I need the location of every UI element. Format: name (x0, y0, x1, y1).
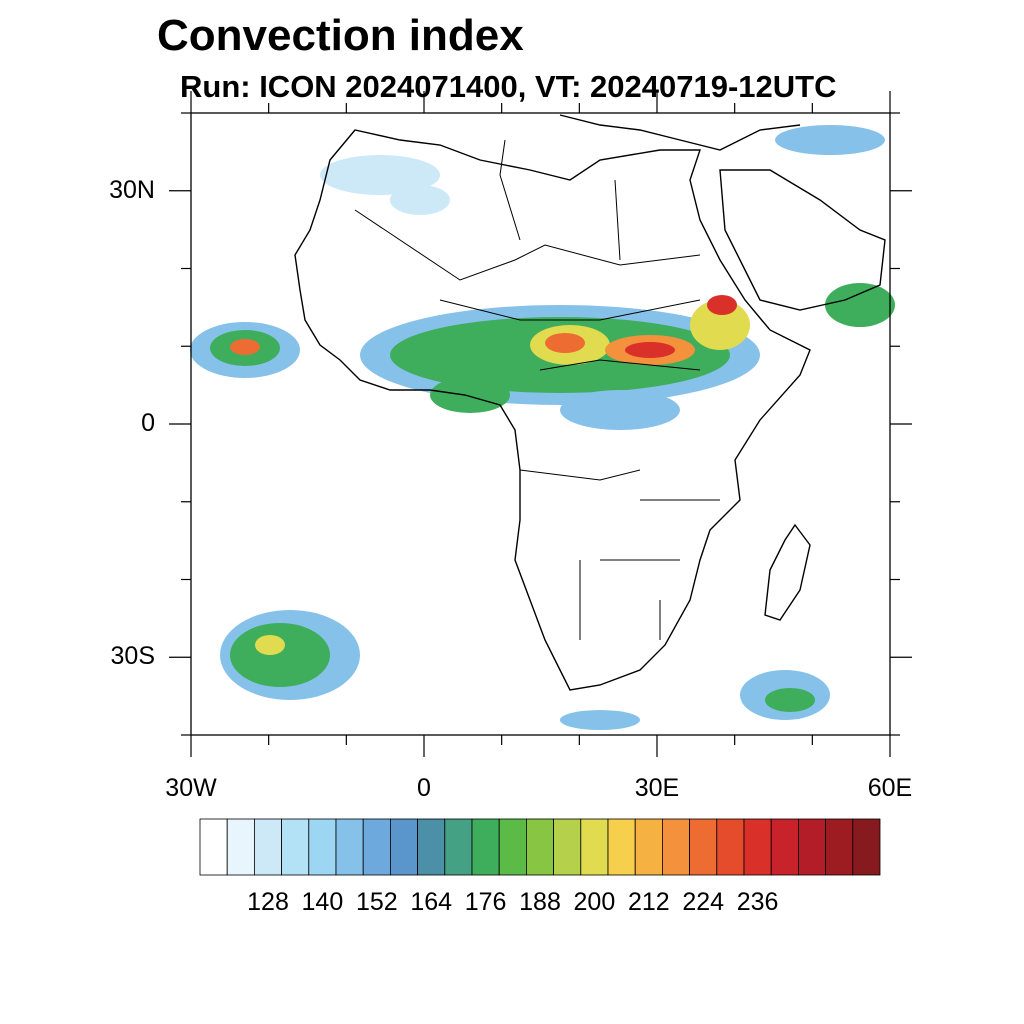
colorbar-swatch (743, 818, 772, 876)
convection-blob (545, 333, 585, 353)
colorbar-swatch (498, 818, 527, 876)
colorbar-swatch (798, 818, 827, 876)
run-subtitle: Run: ICON 2024071400, VT: 20240719-12UTC (180, 69, 837, 104)
country-borders (354, 139, 720, 640)
convection-field (190, 125, 895, 730)
colorbar (199, 818, 881, 876)
colorbar-tick-label: 164 (410, 888, 453, 916)
colorbar-swatch (526, 818, 555, 876)
colorbar-swatch (553, 818, 582, 876)
colorbar-swatch (253, 818, 282, 876)
colorbar-tick-label: 224 (682, 888, 725, 916)
mediterranean-coast (559, 114, 801, 151)
colorbar-tick-label: 188 (519, 888, 561, 916)
colorbar-swatch (389, 818, 418, 876)
colorbar-tick-label: 152 (355, 888, 398, 916)
convection-blob (255, 635, 285, 655)
longitude-label: 0 (417, 774, 431, 802)
colorbar-tick-label: 236 (736, 888, 779, 916)
colorbar-tick-label: 140 (301, 888, 344, 916)
colorbar-swatch (226, 818, 255, 876)
colorbar-swatch (689, 818, 718, 876)
colorbar-swatch (335, 818, 364, 876)
colorbar-swatch (607, 818, 636, 876)
longitude-label: 30E (634, 774, 680, 802)
colorbar-swatch (471, 818, 500, 876)
longitude-label: 60E (867, 774, 913, 802)
colorbar-swatch (281, 818, 310, 876)
arabia-coastline (719, 169, 886, 311)
colorbar-swatch (362, 818, 391, 876)
convection-blob (560, 390, 680, 430)
convection-blob (707, 295, 737, 315)
colorbar-tick-label: 212 (627, 888, 670, 916)
convection-blob (230, 623, 330, 687)
colorbar-swatch (580, 818, 609, 876)
colorbar-swatch (444, 818, 473, 876)
colorbar-swatch (770, 818, 799, 876)
convection-blob (775, 125, 885, 155)
colorbar-swatch (308, 818, 337, 876)
coastlines (294, 114, 886, 691)
convection-blob (230, 339, 260, 355)
colorbar-swatch (417, 818, 446, 876)
latitude-label: 30N (109, 175, 155, 204)
latitude-label: 30S (110, 642, 155, 671)
latitude-label: 0 (141, 409, 155, 437)
colorbar-tick-label: 128 (247, 888, 289, 916)
longitude-label: 30W (165, 774, 217, 802)
colorbar-swatch (825, 818, 854, 876)
tick-marks (169, 91, 912, 757)
africa-coastline (294, 129, 811, 691)
convection-blob (430, 377, 510, 413)
colorbar-swatch (634, 818, 663, 876)
page-title: Convection index (157, 11, 524, 60)
convection-blob (690, 300, 750, 350)
madagascar-coastline (764, 523, 811, 621)
colorbar-swatch (199, 818, 228, 876)
convection-blob (765, 688, 815, 712)
convection-blob (825, 283, 895, 327)
colorbar-swatch (852, 818, 881, 876)
convection-blob (320, 155, 440, 195)
colorbar-tick-label: 200 (573, 888, 616, 916)
colorbar-tick-label: 176 (464, 888, 507, 916)
convection-blob (390, 185, 450, 215)
colorbar-swatch (716, 818, 745, 876)
convection-blob (625, 342, 675, 358)
convection-blob (560, 710, 640, 730)
colorbar-swatch (662, 818, 691, 876)
